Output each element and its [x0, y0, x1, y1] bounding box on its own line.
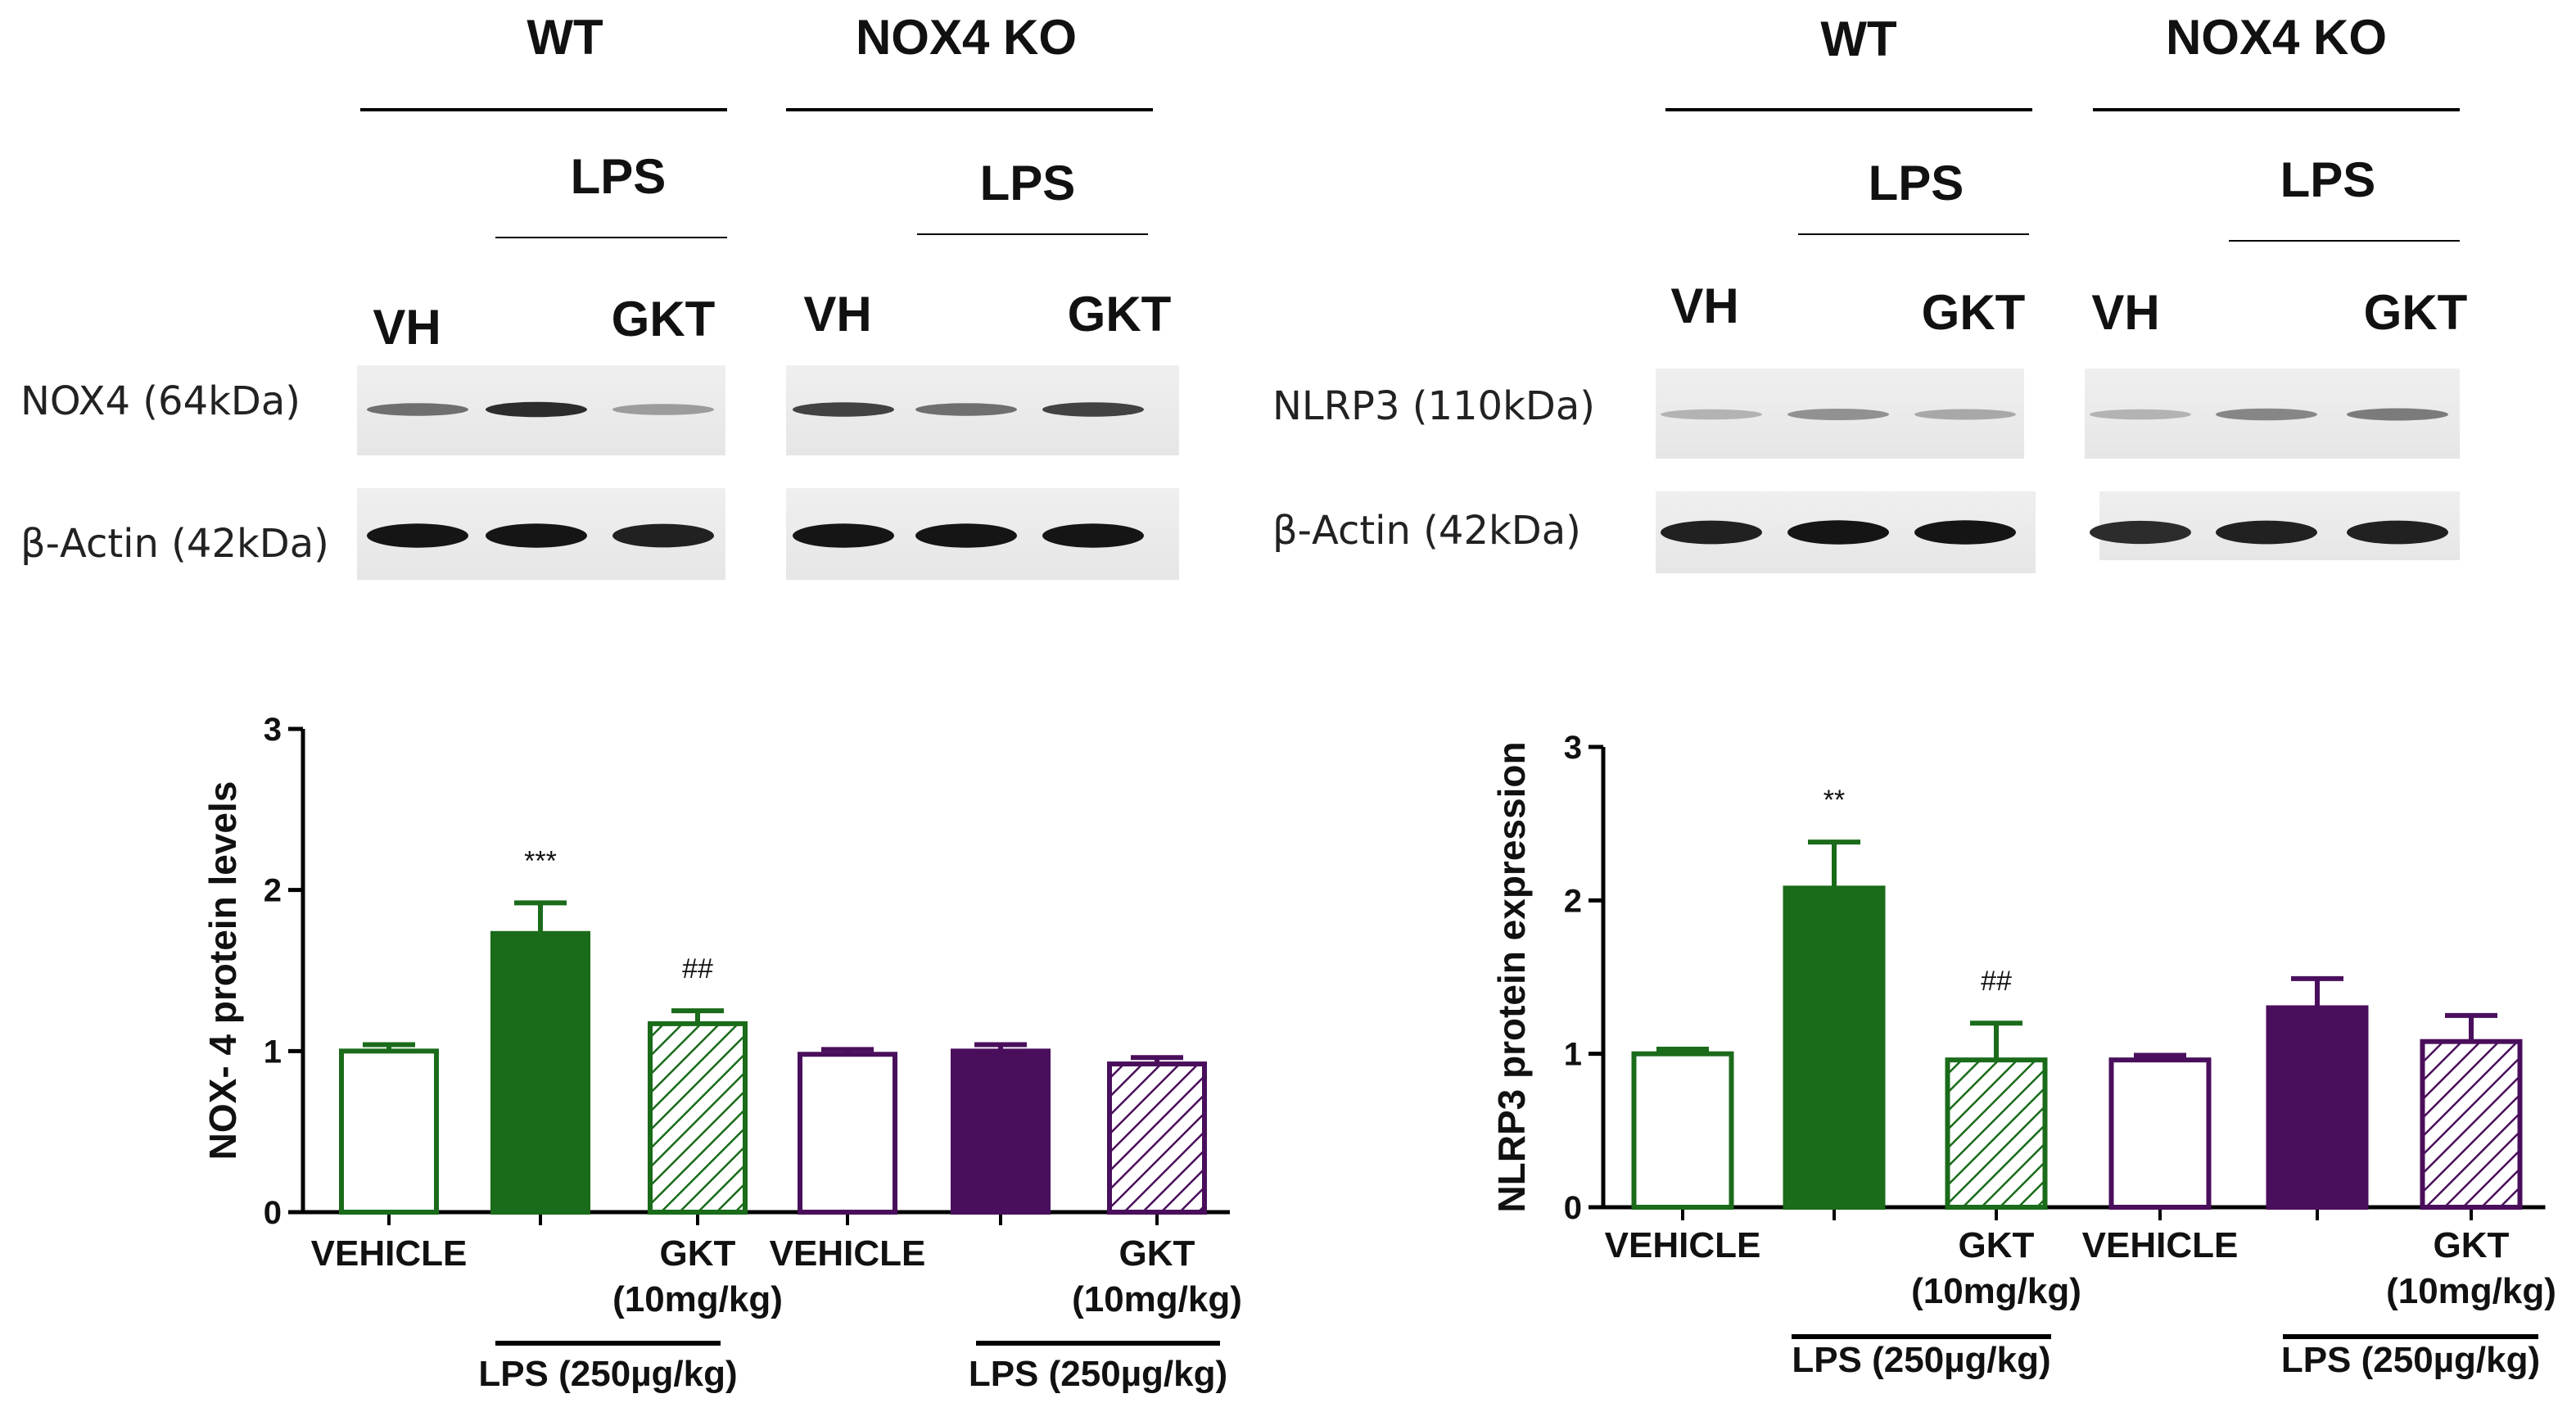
bar: [648, 1020, 748, 1215]
y-tick-label: 1: [264, 1034, 282, 1070]
nlrp3-bar-chart: 0 1 2 3 NLRP3 protein expression ** ## VEHICLE G…: [1490, 730, 2556, 1380]
x-tick-label: VEHICLE: [2082, 1225, 2239, 1265]
x-tick-label: GKT: [1959, 1225, 2035, 1265]
blot-band: [367, 523, 468, 548]
blot-band: [2347, 520, 2448, 545]
blot-band: [1914, 520, 2016, 545]
lps-group-label: LPS (250µg/kg): [1792, 1340, 2050, 1380]
blot-row-label: NOX4 (64kDa): [20, 378, 301, 424]
significance-label: ##: [682, 953, 713, 984]
y-tick-label: 0: [264, 1195, 282, 1231]
lane-label-gkt: GKT: [2364, 285, 2468, 340]
blot-band: [486, 523, 587, 548]
nox4-blot-panel: WT NOX4 KO LPS LPS VH GKT VH GKT NOX4 (6…: [20, 10, 1179, 580]
blot-band: [915, 403, 1017, 416]
lps-group-label: LPS (250µg/kg): [2281, 1340, 2540, 1380]
y-axis-label: NLRP3 protein expression: [1490, 741, 1533, 1212]
x-tick-label: VEHICLE: [770, 1233, 926, 1274]
x-tick-label: VEHICLE: [1605, 1225, 1761, 1265]
bar: [1631, 1051, 1734, 1210]
blot-band: [1661, 520, 1762, 545]
bar: [339, 1048, 439, 1215]
x-tick-label: GKT: [660, 1233, 736, 1274]
blot-band: [1661, 409, 1762, 420]
x-tick-label: GKT: [1119, 1233, 1195, 1274]
blot-band: [2216, 520, 2317, 545]
lane-label-vh: VH: [1670, 278, 1738, 333]
bar: [798, 1052, 897, 1215]
blot-band: [486, 401, 587, 418]
bar: [2266, 1005, 2369, 1211]
x-tick-label: (10mg/kg): [1072, 1279, 1242, 1319]
bar: [2420, 1039, 2523, 1211]
blot-group-label-wt: WT: [1820, 11, 1896, 66]
x-tick-label: GKT: [2434, 1225, 2510, 1265]
x-tick-label: (10mg/kg): [1911, 1271, 2081, 1311]
blot-band: [1787, 520, 1889, 545]
y-tick-label: 2: [264, 873, 282, 909]
blot-band: [2090, 409, 2191, 420]
y-axis-label: NOX- 4 protein levels: [201, 781, 244, 1161]
blot-band: [793, 402, 894, 417]
blot-band: [1787, 409, 1889, 420]
blot-lps-label: LPS: [1869, 156, 1964, 210]
blot-band: [612, 404, 714, 415]
bar: [1107, 1061, 1207, 1215]
significance-label: ##: [1981, 966, 2012, 997]
y-tick-label: 0: [1564, 1190, 1582, 1226]
blot-band: [2347, 408, 2448, 421]
y-tick-label: 1: [1564, 1037, 1582, 1073]
blot-band: [2216, 408, 2317, 421]
blot-group-label-ko: NOX4 KO: [2166, 10, 2387, 65]
blot-band: [793, 523, 894, 548]
blot-band: [915, 523, 1017, 548]
blot-lps-label: LPS: [571, 149, 667, 204]
nox4-bar-chart: 0 1 2 3 NOX- 4 protein levels *** ## VEHICLE GKT…: [201, 712, 1242, 1394]
lane-label-gkt: GKT: [612, 292, 716, 346]
lane-label-vh: VH: [2091, 285, 2159, 340]
lane-label-gkt: GKT: [1922, 285, 2026, 340]
blot-band: [2090, 520, 2191, 545]
bar: [951, 1048, 1051, 1215]
blot-band: [1042, 402, 1144, 417]
lane-label-gkt: GKT: [1068, 287, 1172, 342]
bar: [1945, 1057, 2048, 1211]
blot-row-label: β-Actin (42kDa): [1272, 508, 1581, 554]
blot-band: [367, 403, 468, 416]
x-tick-label: VEHICLE: [311, 1233, 468, 1274]
blot-row-label: NLRP3 (110kDa): [1272, 383, 1595, 429]
blot-row-label: β-Actin (42kDa): [20, 521, 329, 567]
y-tick-label: 3: [1564, 730, 1582, 766]
bar: [1783, 885, 1886, 1210]
blot-lps-label: LPS: [2280, 152, 2376, 207]
blot-band: [1914, 409, 2016, 420]
blot-band: [1042, 523, 1144, 548]
bar: [2108, 1057, 2212, 1211]
blot-group-label-ko: NOX4 KO: [856, 10, 1077, 65]
lane-label-vh: VH: [373, 300, 441, 355]
blot-lps-label: LPS: [980, 156, 1076, 210]
x-tick-label: (10mg/kg): [2386, 1271, 2556, 1311]
significance-label: ***: [524, 845, 557, 876]
lps-group-label: LPS (250µg/kg): [969, 1354, 1227, 1394]
bar: [490, 930, 590, 1215]
nlrp3-blot-panel: WT NOX4 KO LPS LPS VH GKT VH GKT NLRP3 (…: [1272, 10, 2467, 573]
y-tick-label: 3: [264, 712, 282, 748]
significance-label: **: [1824, 785, 1845, 816]
y-tick-label: 2: [1564, 883, 1582, 919]
blot-group-label-wt: WT: [526, 10, 603, 65]
blot-band: [612, 523, 714, 548]
x-tick-label: (10mg/kg): [612, 1279, 783, 1319]
lane-label-vh: VH: [803, 287, 871, 342]
lps-group-label: LPS (250µg/kg): [478, 1354, 737, 1394]
